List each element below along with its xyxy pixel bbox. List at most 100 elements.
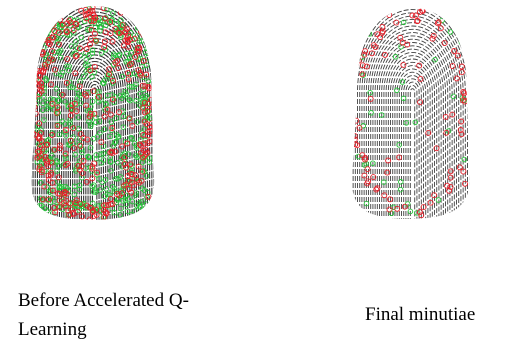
minutia-green-marker xyxy=(455,17,462,24)
minutia-red-marker xyxy=(458,131,465,138)
minutia-green-marker xyxy=(39,17,45,24)
minutia-green-marker xyxy=(129,163,135,169)
minutia-red-marker xyxy=(56,197,63,204)
minutia-green-marker xyxy=(75,114,82,121)
minutia-red-marker xyxy=(143,71,150,78)
minutia-green-marker xyxy=(81,18,88,25)
minutia-red-marker xyxy=(128,60,135,67)
fingerprint-before-svg xyxy=(31,6,155,220)
minutia-red-marker xyxy=(131,35,138,42)
minutia-green-marker xyxy=(76,182,83,189)
minutia-red-marker xyxy=(141,99,148,106)
minutia-green-marker xyxy=(89,74,95,80)
minutia-red-marker xyxy=(419,8,426,14)
minutia-green-marker xyxy=(447,29,454,35)
minutia-green-marker xyxy=(136,38,143,44)
minutia-red-marker xyxy=(93,211,100,218)
minutia-green-marker xyxy=(96,16,102,22)
minutia-red-marker xyxy=(130,182,137,189)
minutia-green-marker xyxy=(432,56,438,63)
minutia-red-marker xyxy=(39,146,46,153)
minutia-green-marker xyxy=(94,172,100,178)
minutia-green-marker xyxy=(90,136,97,142)
minutia-green-marker xyxy=(89,47,96,53)
minutia-red-marker xyxy=(139,168,146,175)
minutia-red-marker xyxy=(107,19,114,25)
minutia-green-marker xyxy=(57,91,63,98)
minutia-green-marker xyxy=(58,72,65,79)
minutia-green-marker xyxy=(49,152,55,159)
minutia-green-marker xyxy=(134,203,140,209)
minutia-green-marker xyxy=(107,158,114,165)
minutia-red-marker xyxy=(370,42,377,49)
minutia-red-marker xyxy=(412,12,419,19)
minutia-red-marker xyxy=(63,79,70,86)
minutia-red-marker xyxy=(89,163,96,170)
minutia-red-marker xyxy=(354,142,361,149)
minutia-red-marker xyxy=(63,28,70,35)
minutia-green-marker xyxy=(62,98,68,105)
minutia-red-marker xyxy=(56,191,63,197)
minutia-green-marker xyxy=(72,152,79,158)
minutia-green-marker xyxy=(100,157,107,163)
minutia-red-marker xyxy=(449,111,456,118)
minutia-red-marker xyxy=(68,107,75,113)
minutia-red-marker xyxy=(140,57,147,64)
minutia-green-marker xyxy=(145,108,152,115)
caption-before-text: Before Accelerated Q- Learning xyxy=(18,290,189,340)
minutia-green-marker xyxy=(67,120,73,126)
minutia-green-marker xyxy=(110,54,117,60)
minutia-red-marker xyxy=(135,48,142,55)
minutia-red-marker xyxy=(457,127,464,133)
minutia-green-marker xyxy=(133,12,139,19)
minutia-green-marker xyxy=(34,37,41,44)
minutia-red-marker xyxy=(146,138,153,145)
minutia-red-marker xyxy=(89,6,96,11)
minutia-green-marker xyxy=(85,89,91,96)
minutia-red-marker xyxy=(49,100,56,107)
minutia-green-marker xyxy=(400,19,407,26)
minutia-red-marker xyxy=(91,30,98,37)
minutia-green-marker xyxy=(33,100,40,107)
minutia-green-marker xyxy=(132,192,139,198)
minutia-red-marker xyxy=(393,19,400,26)
minutia-red-marker xyxy=(79,213,86,220)
minutia-green-marker xyxy=(135,17,141,24)
minutia-green-marker xyxy=(144,114,151,120)
minutia-green-marker xyxy=(67,79,73,86)
minutia-red-marker xyxy=(361,51,368,58)
minutia-green-marker xyxy=(143,173,150,179)
minutia-green-marker xyxy=(128,84,135,90)
minutia-green-marker xyxy=(49,130,55,136)
minutia-green-marker xyxy=(98,151,104,158)
minutia-green-marker xyxy=(73,168,79,174)
minutia-red-marker xyxy=(70,125,77,132)
minutia-green-marker xyxy=(124,192,130,199)
minutia-red-marker xyxy=(55,41,62,48)
minutia-red-marker xyxy=(431,192,438,199)
minutia-green-marker xyxy=(38,127,44,133)
minutia-red-marker xyxy=(145,100,152,107)
minutia-green-marker xyxy=(118,205,124,212)
minutia-green-marker xyxy=(110,10,116,16)
minutia-red-marker xyxy=(359,71,366,78)
minutia-green-marker xyxy=(89,183,95,190)
minutia-green-marker xyxy=(69,124,75,130)
minutia-green-marker xyxy=(54,204,60,210)
minutia-red-marker xyxy=(36,166,43,173)
minutia-red-marker xyxy=(460,168,467,175)
minutia-red-marker xyxy=(59,91,66,98)
minutia-green-marker xyxy=(103,186,110,192)
minutia-red-marker xyxy=(446,187,453,194)
minutia-green-marker xyxy=(407,208,414,215)
minutia-red-marker xyxy=(76,83,83,90)
minutia-red-marker xyxy=(363,63,370,70)
minutia-red-marker xyxy=(41,183,48,190)
minutia-green-marker xyxy=(97,28,103,34)
minutia-red-marker xyxy=(63,190,70,197)
minutia-green-marker xyxy=(43,54,49,61)
minutia-green-marker xyxy=(61,161,68,167)
minutia-red-marker xyxy=(42,64,49,71)
minutia-green-marker xyxy=(93,114,99,121)
minutia-green-marker xyxy=(137,21,143,27)
